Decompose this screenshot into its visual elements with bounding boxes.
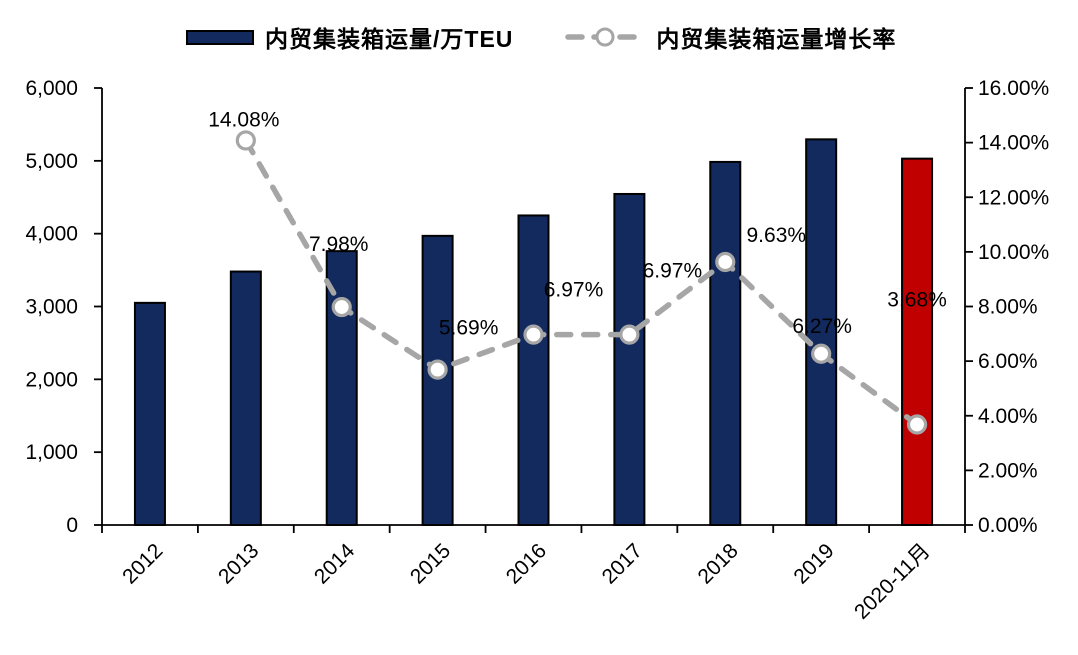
x-axis-label-2018: 2018	[694, 539, 743, 588]
right-axis-tick-label: 4.00%	[978, 405, 1038, 428]
x-axis-label-2014: 2014	[310, 539, 360, 589]
right-axis-tick-label: 16.00%	[978, 77, 1049, 100]
left-axis-tick-label: 2,000	[25, 368, 78, 391]
growth-label-2020-11月: 3.68%	[887, 288, 947, 311]
growth-label-2013: 14.08%	[208, 108, 279, 131]
growth-label-2014: 7.98%	[309, 233, 369, 256]
bar-2012	[133, 301, 166, 526]
growth-marker-2013	[235, 130, 256, 151]
left-axis-tick-label: 6,000	[25, 77, 78, 100]
right-axis-tick-label: 12.00%	[978, 186, 1049, 209]
right-axis-tick-label: 8.00%	[978, 296, 1038, 319]
left-axis-tick-label: 5,000	[25, 150, 78, 173]
growth-label-2018: 9.63%	[747, 224, 807, 247]
growth-marker-2015	[427, 359, 448, 380]
x-axis-label-2020-11月: 2020-11月	[850, 539, 935, 624]
legend-label-volume: 内贸集装箱运量/万TEU	[265, 26, 514, 52]
growth-marker-2019	[811, 343, 832, 364]
growth-marker-2014	[331, 296, 352, 318]
x-axis-label-2015: 2015	[406, 539, 455, 588]
line-series-swatch	[565, 27, 646, 47]
left-axis-tick-label: 3,000	[25, 296, 78, 319]
growth-marker-2016	[523, 324, 544, 345]
bar-2013	[229, 270, 262, 527]
bar-2017	[613, 192, 646, 526]
right-axis-tick-label: 14.00%	[978, 132, 1049, 155]
right-axis-tick-label: 2.00%	[978, 459, 1038, 482]
legend: 内贸集装箱运量/万TEU 内贸集装箱运量增长率	[186, 20, 896, 54]
legend-label-growth: 内贸集装箱运量增长率	[656, 26, 897, 52]
left-axis-tick-label: 1,000	[25, 441, 78, 464]
legend-item-volume: 内贸集装箱运量/万TEU	[186, 20, 513, 54]
bar-2016	[517, 214, 550, 526]
growth-marker-2018	[715, 251, 736, 273]
growth-label-2016: 6.97%	[544, 279, 604, 302]
bar-2019	[805, 138, 838, 526]
x-axis-label-2013: 2013	[214, 539, 263, 588]
right-axis-tick-label: 0.00%	[978, 514, 1038, 537]
x-axis-label-2012: 2012	[118, 539, 167, 588]
growth-label-2019: 6.27%	[792, 315, 852, 338]
x-axis-label-2019: 2019	[789, 539, 838, 588]
growth-marker-2017	[619, 324, 640, 345]
growth-label-2017: 6.97%	[643, 260, 703, 283]
right-axis-tick-label: 10.00%	[978, 241, 1049, 264]
right-axis-tick-label: 6.00%	[978, 350, 1038, 373]
bar-series-swatch	[186, 29, 254, 45]
legend-item-growth: 内贸集装箱运量增长率	[565, 20, 896, 54]
x-axis-label-2017: 2017	[598, 539, 647, 588]
bar-2020-11月	[901, 157, 934, 526]
growth-marker-2020-11月	[906, 414, 928, 435]
left-axis-tick-label: 4,000	[25, 223, 78, 246]
bar-2018	[709, 160, 742, 526]
growth-label-2015: 5.69%	[439, 317, 499, 340]
growth-line	[243, 137, 920, 428]
x-axis-label-2016: 2016	[502, 539, 551, 588]
left-axis-tick-label: 0	[66, 514, 78, 537]
bar-2015	[421, 234, 454, 527]
